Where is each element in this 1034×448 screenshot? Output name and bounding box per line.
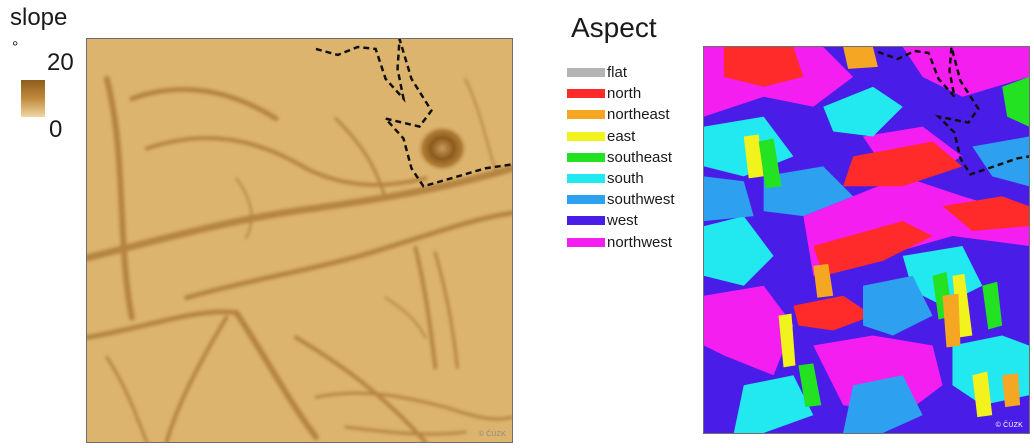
- aspect-swatch-east: [567, 131, 605, 141]
- aspect-map[interactable]: © ČÚZK: [703, 46, 1030, 434]
- aspect-legend: flat north northeast east southeast sout…: [567, 62, 675, 253]
- aspect-legend-item-flat: flat: [567, 62, 675, 83]
- aspect-regions: [704, 47, 1029, 433]
- aspect-raster: [704, 47, 1029, 433]
- aspect-legend-item-northwest: northwest: [567, 232, 675, 253]
- aspect-legend-item-southeast: southeast: [567, 147, 675, 168]
- slope-hill-feature: [416, 124, 469, 173]
- slope-boundary-line: [315, 39, 512, 188]
- aspect-legend-item-west: west: [567, 210, 675, 231]
- aspect-swatch-southwest: [567, 195, 605, 205]
- aspect-label-flat: flat: [607, 64, 628, 82]
- aspect-legend-item-southwest: southwest: [567, 189, 675, 210]
- aspect-legend-item-south: south: [567, 168, 675, 189]
- aspect-swatch-south: [567, 174, 605, 184]
- aspect-label-east: east: [607, 127, 636, 145]
- slope-legend-min: 0: [49, 116, 63, 143]
- aspect-legend-item-north: north: [567, 83, 675, 104]
- aspect-swatch-northwest: [567, 237, 605, 247]
- slope-terrain-features: [87, 75, 512, 442]
- slope-map-credit: © ČÚZK: [478, 431, 506, 438]
- aspect-label-southeast: southeast: [607, 148, 673, 166]
- aspect-label-south: south: [607, 170, 644, 188]
- aspect-swatch-southeast: [567, 152, 605, 162]
- aspect-swatch-north: [567, 89, 605, 99]
- aspect-legend-title: Aspect: [571, 12, 657, 43]
- slope-legend-title: slope: [10, 4, 68, 31]
- slope-map[interactable]: © ČÚZK: [86, 38, 513, 443]
- aspect-label-northeast: northeast: [607, 106, 670, 124]
- slope-color-ramp: [21, 80, 45, 117]
- slope-legend-unit: °: [12, 39, 19, 56]
- aspect-swatch-flat: [567, 68, 605, 78]
- aspect-legend-item-northeast: northeast: [567, 104, 675, 125]
- aspect-swatch-west: [567, 216, 605, 226]
- aspect-label-west: west: [607, 212, 638, 230]
- aspect-label-northwest: northwest: [607, 233, 673, 251]
- aspect-swatch-northeast: [567, 110, 605, 120]
- aspect-label-southwest: southwest: [607, 191, 675, 209]
- slope-legend-max: 20: [47, 49, 74, 76]
- aspect-map-credit: © ČÚZK: [995, 422, 1023, 429]
- aspect-label-north: north: [607, 85, 642, 103]
- slope-raster: [87, 39, 512, 442]
- aspect-legend-item-east: east: [567, 126, 675, 147]
- aspect-boundary-line: [877, 47, 1029, 176]
